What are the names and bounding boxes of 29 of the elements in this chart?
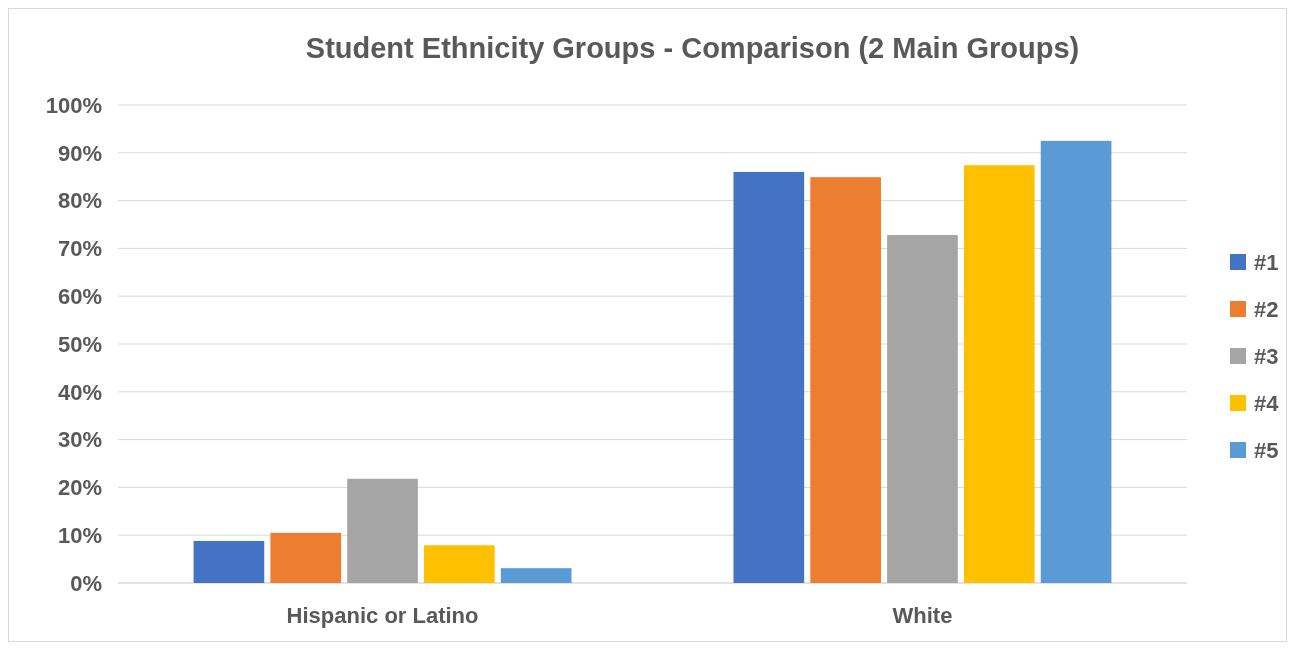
y-tick-label: 30% — [57, 427, 102, 453]
y-tick-label: 80% — [57, 188, 102, 214]
y-tick-label: 100% — [45, 92, 102, 118]
bar — [887, 235, 958, 583]
legend-label: #1 — [1254, 249, 1279, 275]
bar — [1040, 140, 1112, 583]
legend-label: #2 — [1254, 296, 1279, 322]
y-tick-label: 50% — [57, 331, 102, 357]
legend-label: #4 — [1254, 390, 1280, 416]
bar — [424, 545, 495, 583]
chart-title: Student Ethnicity Groups - Comparison (2 Main Groups) — [305, 32, 1080, 64]
y-tick-label: 70% — [57, 236, 102, 262]
x-tick-label: White — [892, 603, 953, 628]
bar — [733, 171, 805, 583]
legend-label: #5 — [1254, 437, 1279, 463]
y-tick-label: 20% — [57, 475, 102, 501]
legend-label: #3 — [1254, 343, 1279, 369]
x-tick-label: Hispanic or Latino — [286, 603, 479, 628]
y-tick-label: 40% — [57, 379, 102, 405]
y-tick-label: 60% — [57, 283, 102, 309]
y-tick-label: 10% — [57, 522, 102, 548]
y-tick-label: 90% — [57, 140, 102, 166]
bar — [347, 478, 418, 583]
bar — [963, 165, 1035, 583]
bar — [193, 540, 265, 583]
y-tick-label: 0% — [70, 570, 102, 596]
bar — [810, 177, 881, 583]
bar — [500, 568, 572, 583]
bar — [270, 532, 342, 583]
